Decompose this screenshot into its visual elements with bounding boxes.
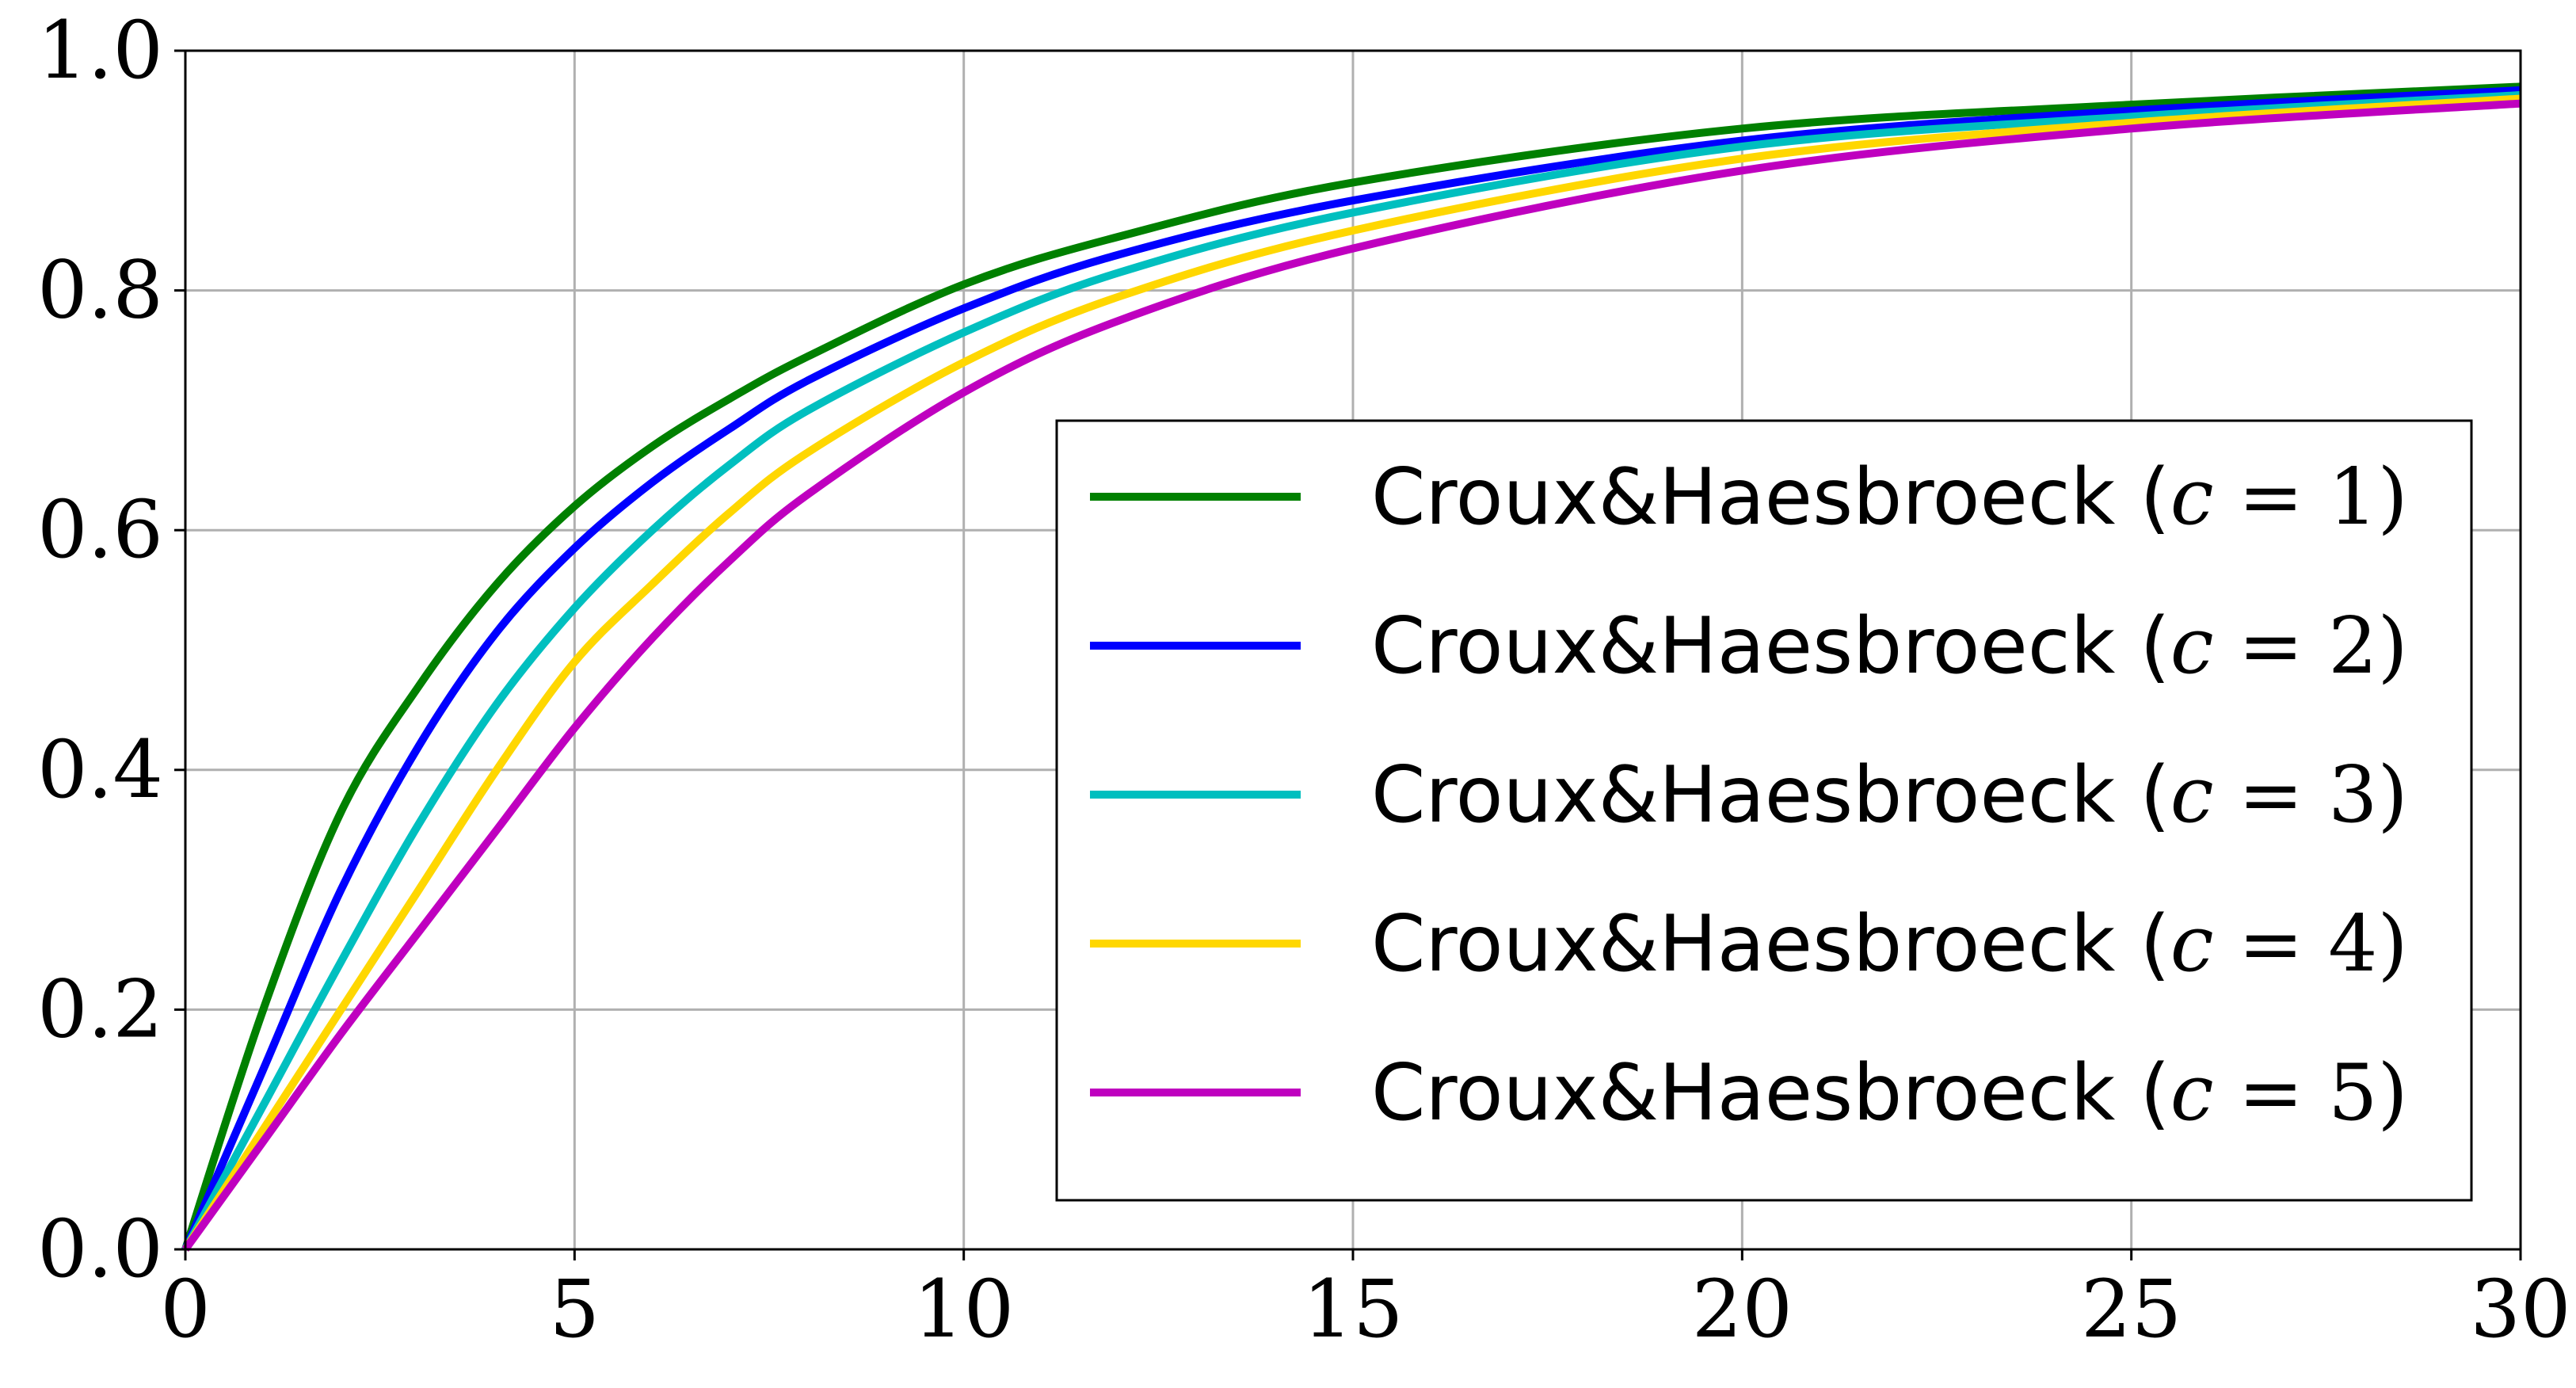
legend-label-part: = bbox=[2214, 1048, 2328, 1138]
legend-label-c1: Croux&Haesbroeck (c = 1) bbox=[1371, 452, 2408, 543]
legend-label-c5: Croux&Haesbroeck (c = 5) bbox=[1371, 1048, 2408, 1138]
legend-label-part: ) bbox=[2377, 750, 2407, 841]
legend-label-part: ) bbox=[2377, 899, 2407, 990]
legend-label-c4: Croux&Haesbroeck (c = 4) bbox=[1371, 899, 2408, 990]
series-line-c5 bbox=[181, 99, 2521, 1252]
legend-label-part: c bbox=[2170, 750, 2214, 841]
x-tick-label: 0 bbox=[160, 1263, 211, 1356]
legend-box bbox=[1055, 419, 2473, 1202]
axis-ticks: 0 5 10 15 20 25 300.00.20.40.60.81.0 bbox=[37, 4, 2571, 1356]
legend-label-part: 2 bbox=[2328, 601, 2377, 692]
y-tick-label: 0.6 bbox=[37, 483, 163, 576]
y-tick-label: 0.0 bbox=[37, 1203, 163, 1295]
legend-label-part: Croux&Haesbroeck ( bbox=[1371, 750, 2170, 841]
legend-label-part: Croux&Haesbroeck ( bbox=[1371, 899, 2170, 990]
x-tick-label: 30 bbox=[2470, 1263, 2570, 1356]
legend-label-c3: Croux&Haesbroeck (c = 3) bbox=[1371, 750, 2408, 841]
series-line-c3 bbox=[181, 91, 2521, 1252]
legend-label-part: ) bbox=[2377, 1048, 2407, 1138]
legend-label-part: 1 bbox=[2328, 452, 2377, 543]
legend-label-part: Croux&Haesbroeck ( bbox=[1371, 601, 2170, 692]
legend-label-part: = bbox=[2214, 899, 2328, 990]
series-line-c4 bbox=[181, 94, 2521, 1252]
series-lines bbox=[181, 82, 2521, 1252]
y-tick-label: 0.4 bbox=[37, 723, 163, 816]
legend-label-part: Croux&Haesbroeck ( bbox=[1371, 452, 2170, 543]
series-line-c2 bbox=[181, 86, 2521, 1251]
legend-label-c2: Croux&Haesbroeck (c = 2) bbox=[1371, 601, 2408, 692]
x-tick-label: 10 bbox=[913, 1263, 1014, 1356]
legend-label-part: ) bbox=[2377, 601, 2407, 692]
x-tick-label: 25 bbox=[2081, 1263, 2182, 1356]
legend-label-part: ) bbox=[2377, 452, 2407, 543]
legend-label-part: c bbox=[2170, 601, 2214, 692]
legend: Croux&Haesbroeck (c = 1)Croux&Haesbroeck… bbox=[1055, 419, 2473, 1202]
y-tick-label: 0.2 bbox=[37, 963, 163, 1055]
legend-label-part: 3 bbox=[2328, 750, 2377, 841]
legend-label-part: c bbox=[2170, 1048, 2214, 1138]
series-line-c1 bbox=[181, 82, 2521, 1251]
x-tick-label: 5 bbox=[550, 1263, 600, 1356]
legend-label-part: Croux&Haesbroeck ( bbox=[1371, 1048, 2170, 1138]
legend-label-part: 5 bbox=[2328, 1048, 2377, 1138]
x-tick-label: 20 bbox=[1692, 1263, 1793, 1356]
y-tick-label: 1.0 bbox=[37, 4, 163, 97]
legend-label-part: c bbox=[2170, 452, 2214, 543]
legend-label-part: c bbox=[2170, 899, 2214, 990]
legend-label-part: = bbox=[2214, 601, 2328, 692]
y-tick-label: 0.8 bbox=[37, 244, 163, 337]
legend-label-part: = bbox=[2214, 750, 2328, 841]
legend-label-part: 4 bbox=[2328, 899, 2377, 990]
x-tick-label: 15 bbox=[1302, 1263, 1403, 1356]
legend-label-part: = bbox=[2214, 452, 2328, 543]
